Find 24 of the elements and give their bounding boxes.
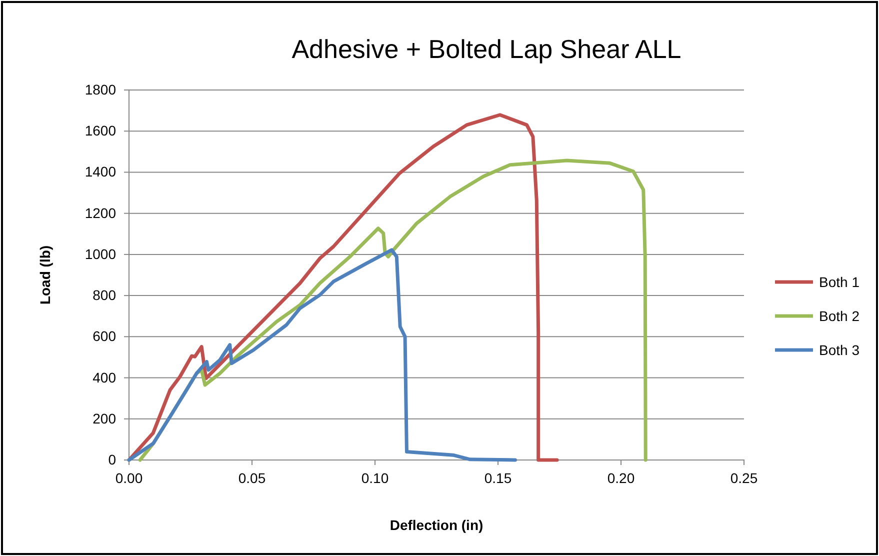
y-tick-label: 800 — [92, 287, 116, 304]
y-tick-label: 400 — [92, 369, 116, 386]
y-tick-label: 1800 — [84, 81, 116, 98]
y-tick-label: 1400 — [84, 164, 116, 180]
y-tick-label: 1600 — [84, 122, 116, 139]
legend-label: Both 1 — [819, 274, 860, 290]
legend-label: Both 3 — [819, 342, 860, 358]
line-series — [127, 113, 559, 462]
y-tick-label: 600 — [92, 328, 116, 344]
chart-title: Adhesive + Bolted Lap Shear ALL — [292, 34, 682, 64]
x-tick-label: 0.05 — [238, 470, 266, 486]
line-series — [127, 248, 517, 462]
x-axis-title: Deflection (in) — [390, 517, 484, 533]
y-tick-label: 1200 — [84, 204, 116, 221]
x-tick-label: 0.10 — [361, 470, 389, 486]
y-tick-label: 1000 — [84, 246, 116, 262]
y-axis-title: Load (lb) — [37, 245, 53, 305]
x-tick-label: 0.25 — [730, 470, 758, 486]
x-tick-label: 0.15 — [484, 470, 512, 486]
legend-label: Both 2 — [819, 308, 860, 324]
y-tick-label: 200 — [92, 410, 116, 426]
x-tick-label: 0.00 — [115, 470, 143, 486]
x-tick-label: 0.20 — [607, 470, 635, 486]
y-tick-label: 0 — [108, 451, 116, 468]
